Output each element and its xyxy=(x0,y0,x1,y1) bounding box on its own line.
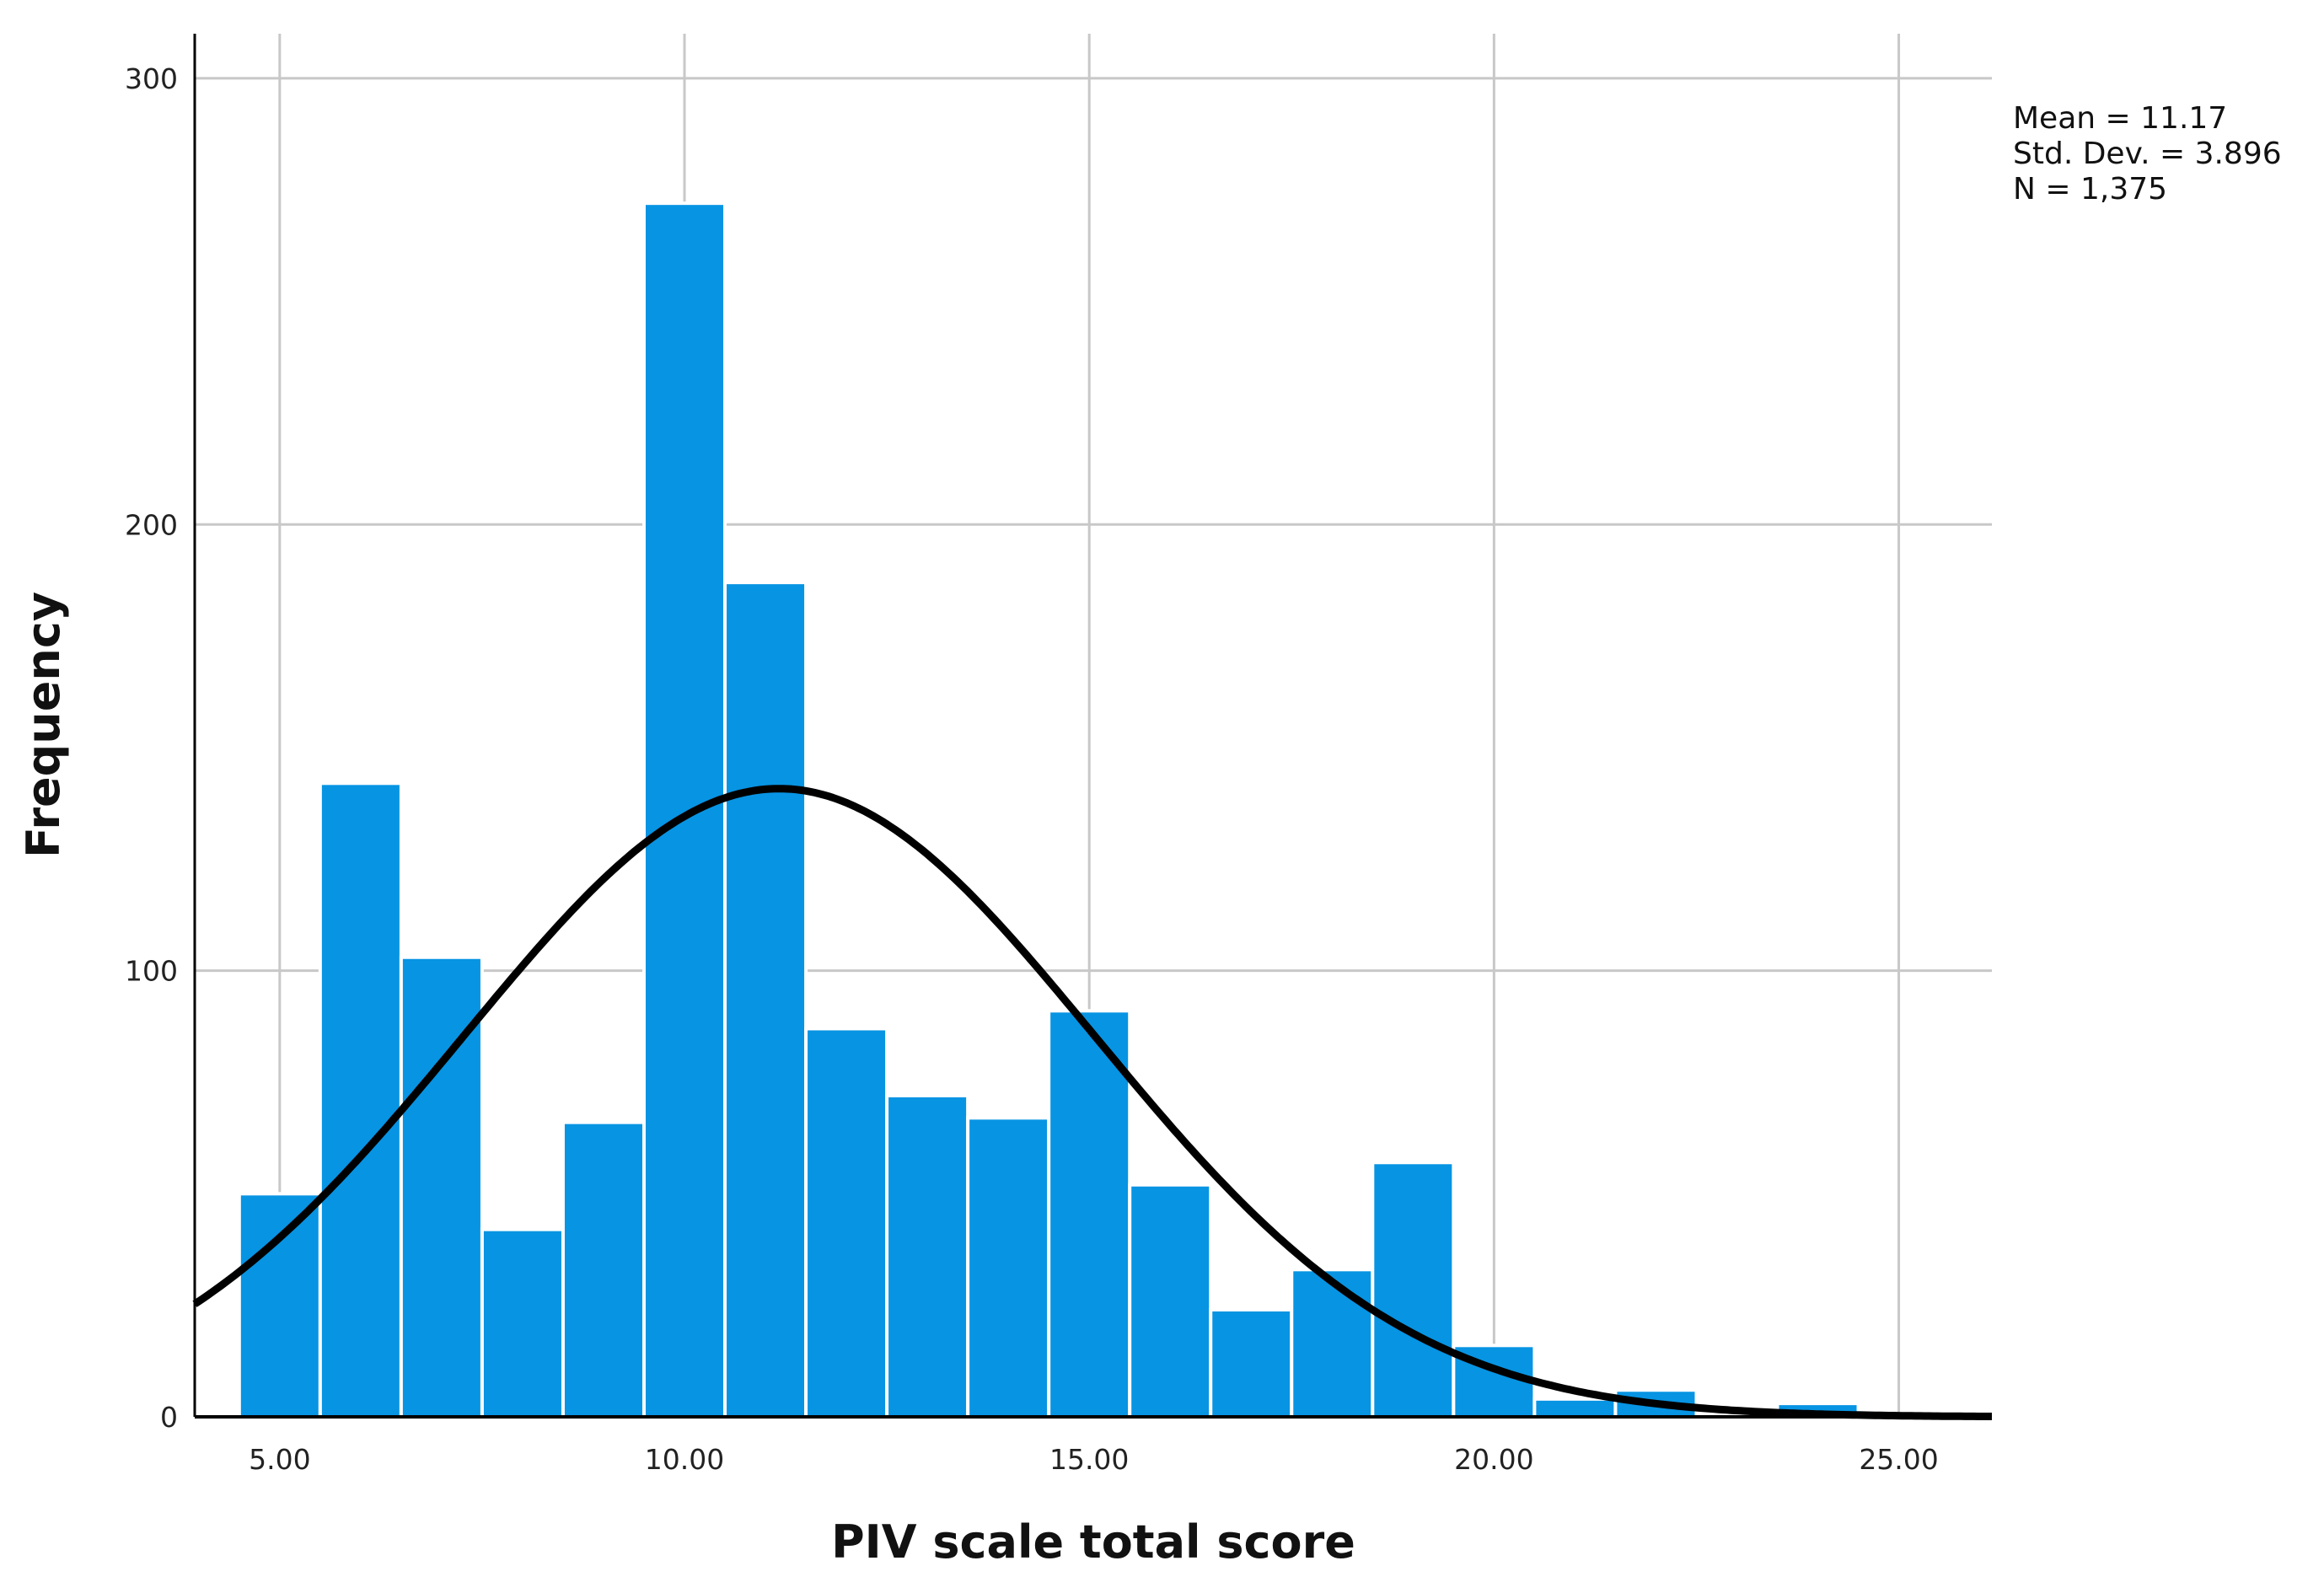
histogram-bar-16 xyxy=(1532,1397,1618,1419)
tick-labels: 5.00 10.00 15.00 20.00 25.00 0 100 200 300 xyxy=(125,62,1939,1476)
x-tick-label-4: 25.00 xyxy=(1859,1443,1938,1476)
histogram-bar-4 xyxy=(561,1120,647,1419)
x-axis-title: PIV scale total score xyxy=(831,1515,1355,1569)
histogram-bar-6 xyxy=(723,581,808,1419)
normal-curve-layer xyxy=(192,785,1992,1420)
histogram-bar-8 xyxy=(885,1093,970,1419)
histogram-bar-5 xyxy=(642,201,727,1419)
histogram-bar-10 xyxy=(1047,1009,1132,1419)
y-tick-label-1: 100 xyxy=(125,955,178,988)
histogram-bar-14 xyxy=(1371,1161,1456,1419)
stat-mean: Mean = 11.17 xyxy=(2013,101,2227,136)
y-tick-label-2: 200 xyxy=(125,508,178,541)
x-tick-label-2: 15.00 xyxy=(1049,1443,1129,1476)
y-tick-label-3: 300 xyxy=(125,62,178,95)
axes xyxy=(193,34,1992,1419)
histogram-bar-13 xyxy=(1290,1268,1375,1419)
histogram-bar-1 xyxy=(318,781,403,1419)
histogram-bar-12 xyxy=(1209,1307,1294,1419)
y-axis-title: Frequency xyxy=(17,592,70,858)
histogram-bars xyxy=(237,201,1860,1419)
histogram-bar-3 xyxy=(480,1227,565,1419)
histogram-bar-9 xyxy=(966,1116,1051,1419)
y-tick-label-0: 0 xyxy=(160,1401,178,1434)
histogram-bar-0 xyxy=(237,1192,322,1419)
stat-std-dev: Std. Dev. = 3.896 xyxy=(2013,137,2282,171)
stat-n: N = 1,375 xyxy=(2013,172,2167,206)
x-tick-label-1: 10.00 xyxy=(645,1443,724,1476)
x-tick-label-0: 5.00 xyxy=(249,1443,310,1476)
histogram-bar-7 xyxy=(804,1027,889,1419)
histogram-bar-11 xyxy=(1128,1183,1213,1419)
x-tick-label-3: 20.00 xyxy=(1454,1443,1533,1476)
normal-curve xyxy=(192,785,1992,1420)
